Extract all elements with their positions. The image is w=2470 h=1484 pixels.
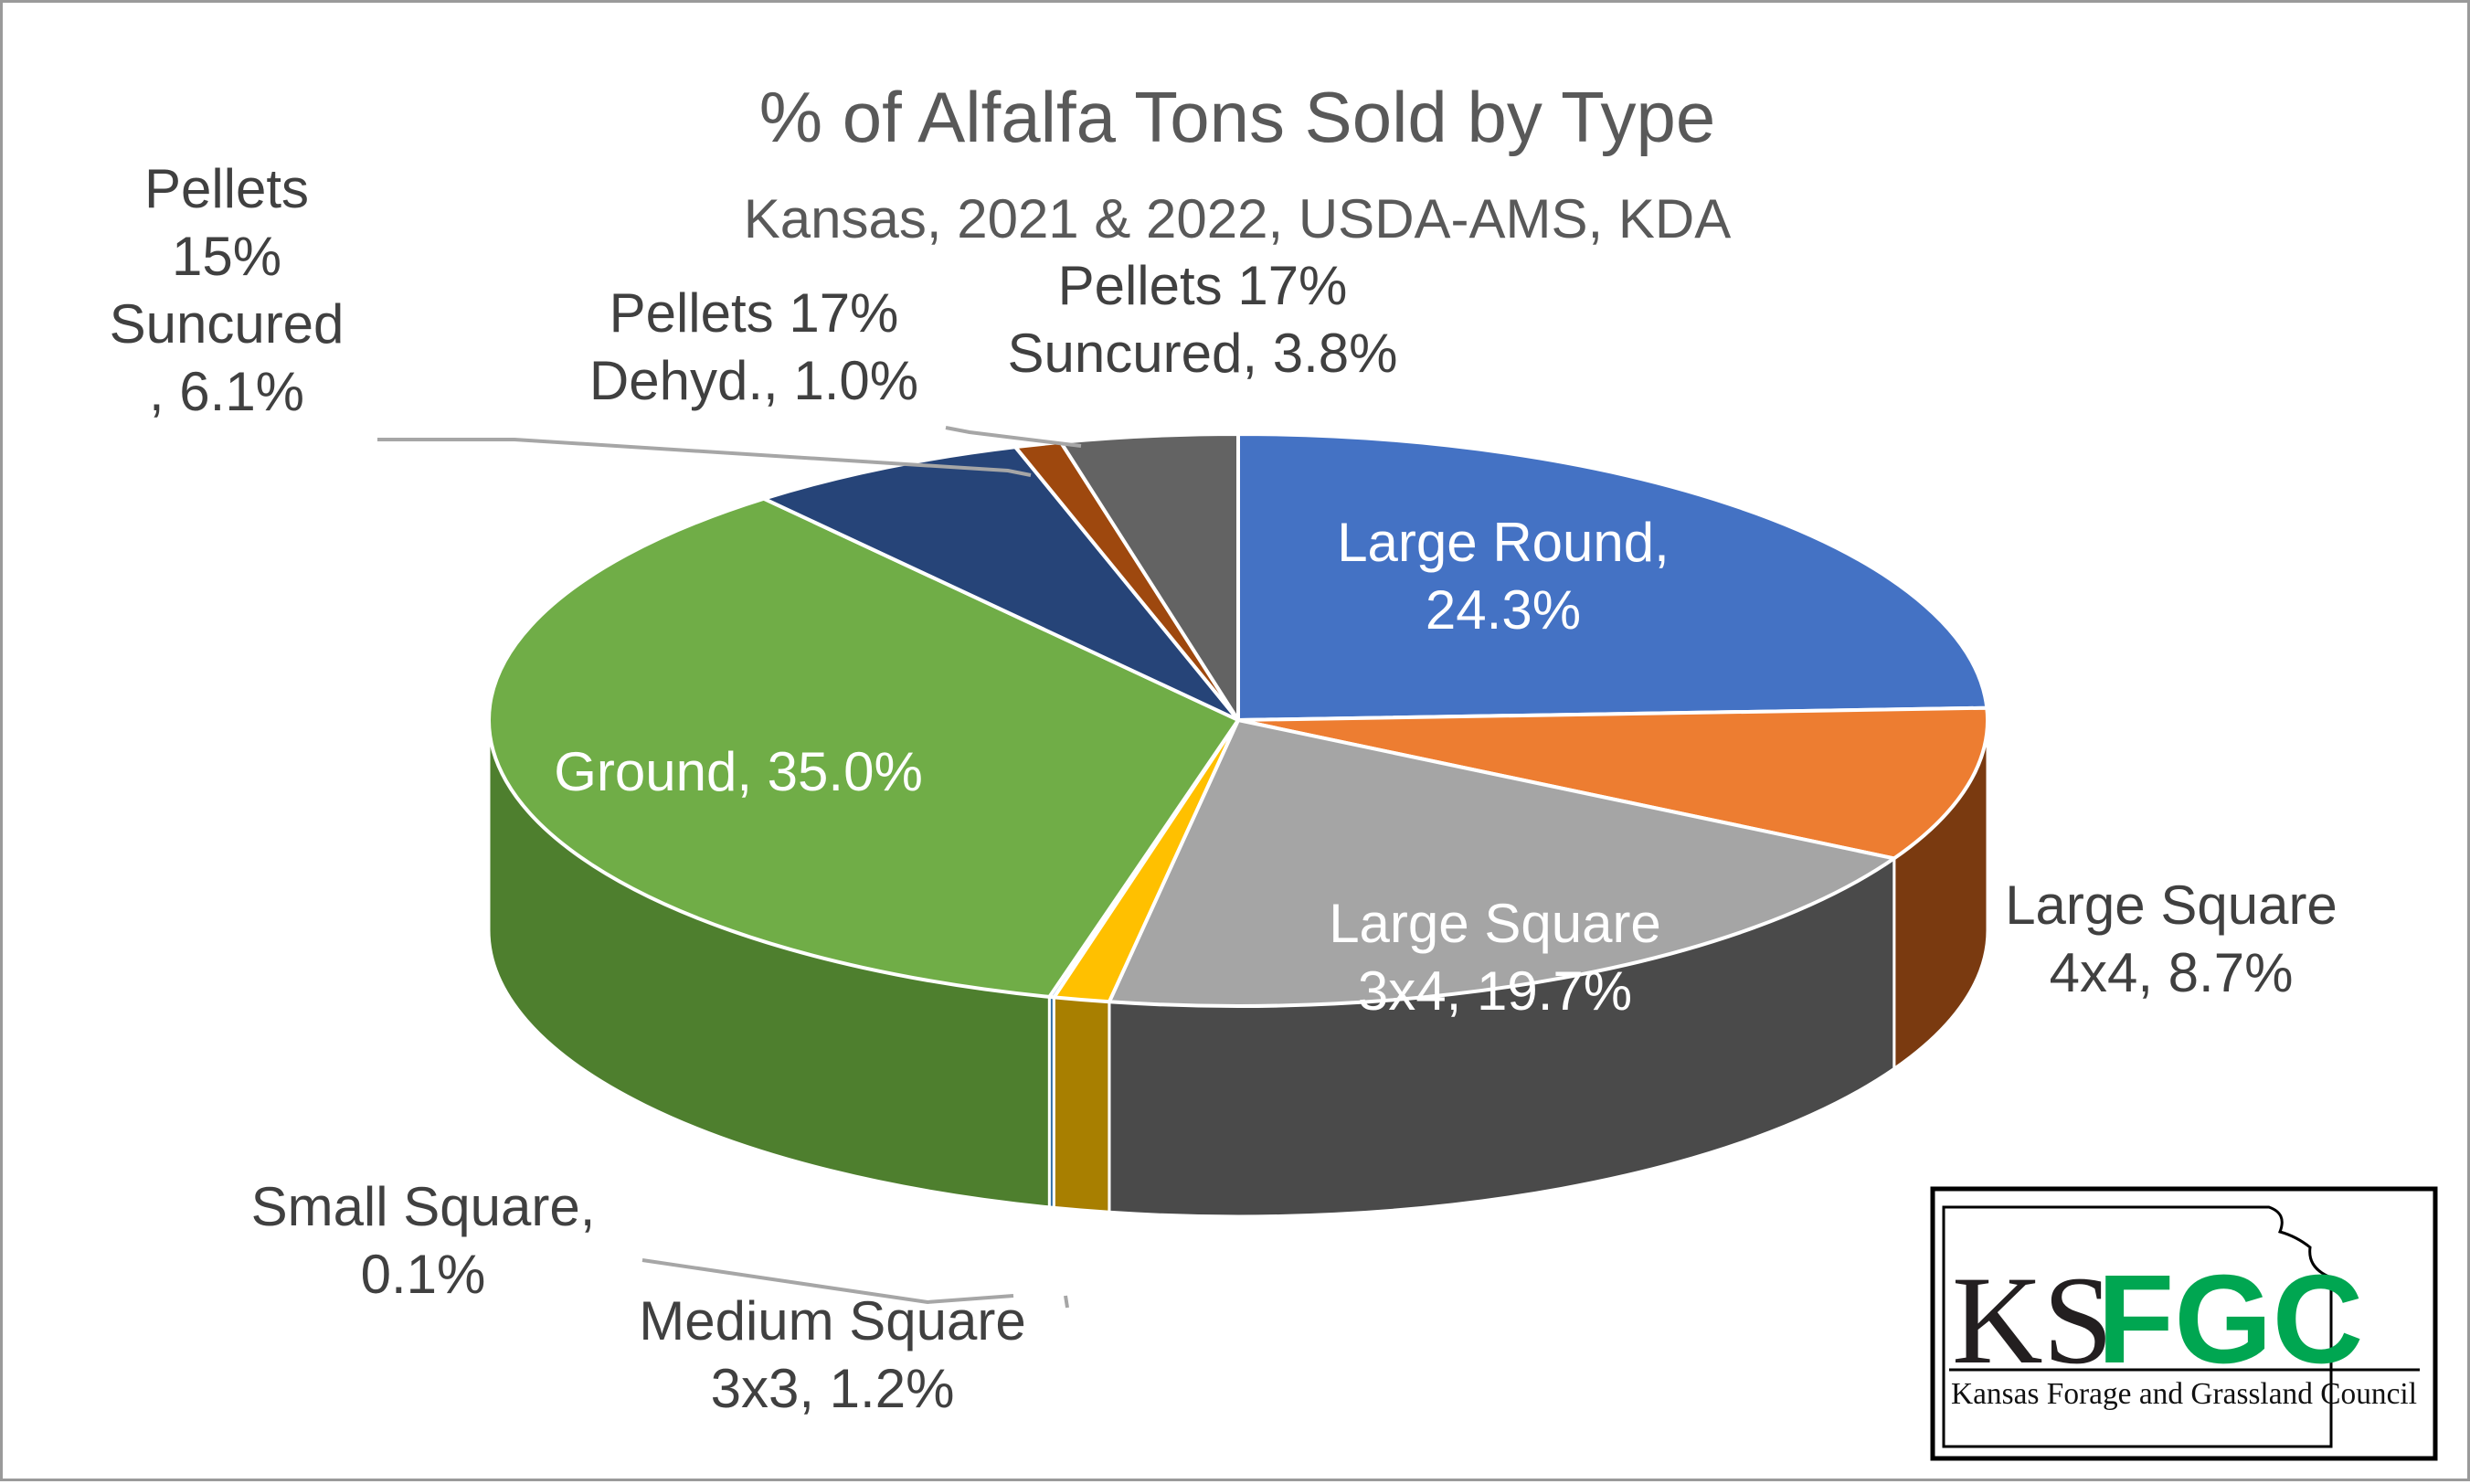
slice-label-2-line-0: Large Square	[1329, 893, 1661, 954]
slice-label-7-line-0: Pellets 17%	[610, 282, 899, 344]
leader-line-6	[377, 438, 1032, 477]
slice-top-0	[1236, 432, 1989, 722]
leader-line-4	[641, 1258, 1014, 1305]
slice-top-2	[1107, 718, 1896, 1008]
slice-top-1	[1236, 705, 1989, 861]
leader-lines	[377, 426, 1082, 1309]
slice-label-1-line-1: 4x4, 8.7%	[2050, 942, 2294, 1003]
slice-label-3-line-0: Medium Square	[639, 1290, 1026, 1352]
logo-ks-letters: KS	[1952, 1250, 2113, 1390]
slice-label-6-line-1: 15%	[172, 226, 281, 287]
kansas-state-outline	[1942, 1205, 2333, 1448]
chart-title: % of Alfalfa Tons Sold by Type	[759, 77, 1715, 157]
leader-line-7	[945, 426, 1082, 448]
slice-top-5	[487, 496, 1240, 999]
logo-box	[1930, 1186, 2438, 1461]
slice-top-8	[1058, 432, 1240, 722]
slice-label-4-line-0: Small Square,	[251, 1176, 596, 1237]
slice-label-7-line-1: Dehyd., 1.0%	[589, 350, 918, 411]
slice-label-6-line-2: Suncured	[110, 293, 345, 355]
ksfgc-logo: KS FGC Kansas Forage and Grassland Counc…	[1930, 1186, 2438, 1461]
pie-tops	[487, 432, 1989, 1008]
slice-label-6-line-3: , 6.1%	[149, 361, 304, 422]
slice-label-0-line-0: Large Round,	[1337, 512, 1670, 573]
slice-label-0-line-1: 24.3%	[1426, 579, 1581, 641]
slice-label-2-line-1: 3x4, 19.7%	[1358, 960, 1632, 1022]
slice-label-8-line-0: Pellets 17%	[1058, 255, 1348, 316]
slice-label-3-line-1: 3x3, 1.2%	[711, 1358, 955, 1419]
logo-org-name: Kansas Forage and Grassland Council	[1951, 1377, 2417, 1411]
chart-subtitle: Kansas, 2021 & 2022, USDA-AMS, KDA	[744, 188, 1732, 249]
slice-label-4-line-1: 0.1%	[361, 1244, 486, 1305]
slice-label-6-line-0: Pellets	[144, 158, 309, 219]
logo-fgc-letters: FGC	[2097, 1249, 2363, 1390]
leader-line-3	[1064, 1295, 1069, 1309]
slice-top-6	[761, 445, 1240, 722]
slice-label-1-line-0: Large Square	[2005, 874, 2337, 936]
slice-side-3	[1052, 995, 1111, 1214]
slice-label-5-line-0: Ground, 35.0%	[554, 741, 923, 802]
pie-chart: % of Alfalfa Tons Sold by Type Kansas, 2…	[110, 77, 2438, 1461]
slice-label-8-line-1: Suncured, 3.8%	[1008, 323, 1398, 384]
